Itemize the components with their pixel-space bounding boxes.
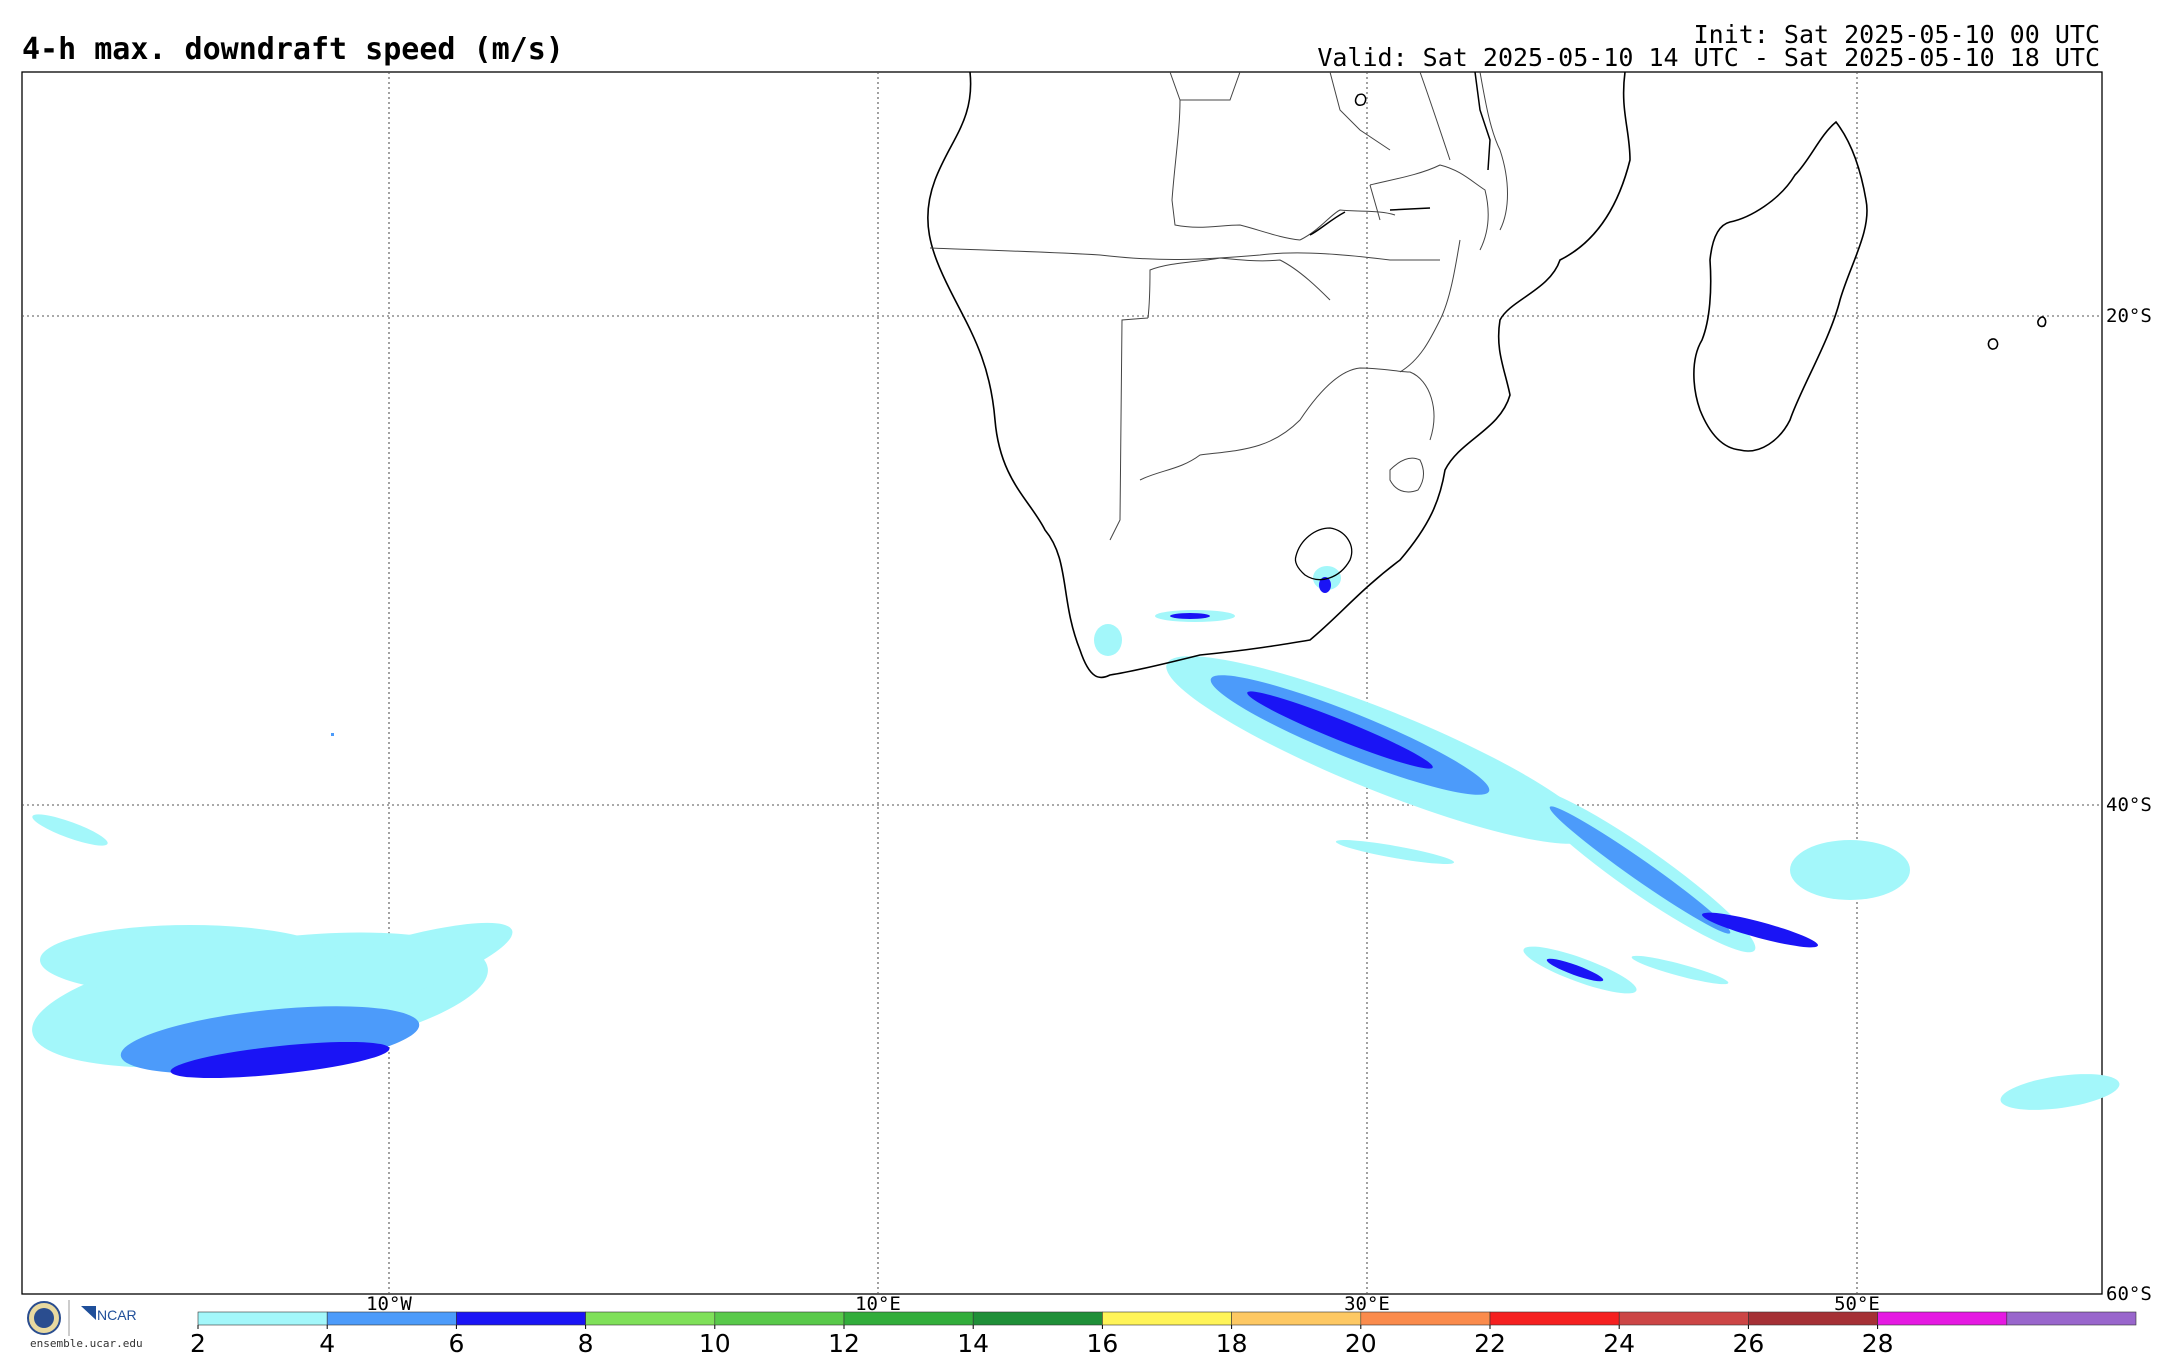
colorbar-swatch	[2006, 1311, 2137, 1326]
colorbar-swatch	[1102, 1311, 1232, 1326]
colorbar-swatch	[456, 1311, 586, 1326]
colorbar-swatch	[1618, 1311, 1749, 1326]
colorbar-tick-label: 26	[1732, 1329, 1764, 1354]
colorbar-swatch	[326, 1311, 457, 1326]
colorbar-swatch	[585, 1311, 716, 1326]
colorbar-tick-label: 8	[578, 1329, 594, 1354]
colorbar-swatch	[1360, 1311, 1491, 1326]
colorbar-swatch	[1748, 1311, 1878, 1326]
colorbar-tick-label: 28	[1862, 1329, 1894, 1354]
axis-labels: 10°W 10°E 30°E 50°E 20°S 40°S 60°S	[366, 305, 2152, 1315]
colorbar: 2 4 6 8 10 12 14 16 18 20 22 24 26 28	[190, 1311, 2137, 1354]
colorbar-swatch	[714, 1311, 845, 1326]
lat-label: 40°S	[2106, 794, 2152, 816]
map-title: 4-h max. downdraft speed (m/s)	[22, 32, 564, 67]
colorbar-swatch	[1877, 1311, 2008, 1326]
colorbar-swatch	[972, 1311, 1103, 1326]
downdraft-field	[32, 566, 2120, 1110]
colorbar-swatch	[1489, 1311, 1620, 1326]
logo-site: ensemble.ucar.edu	[30, 1337, 143, 1350]
colorbar-tick-label: 2	[190, 1329, 206, 1354]
colorbar-tick-label: 20	[1345, 1329, 1377, 1354]
map-frame	[21, 71, 2103, 1295]
lon-label: 50°E	[1834, 1293, 1880, 1315]
colorbar-tick-label: 6	[448, 1329, 464, 1354]
colorbar-tick-label: 24	[1603, 1329, 1635, 1354]
ncar-mark-icon	[81, 1306, 96, 1320]
valid-time: Valid: Sat 2025-05-10 14 UTC - Sat 2025-…	[1317, 43, 2100, 72]
colorbar-tick-label: 16	[1086, 1329, 1118, 1354]
lakes	[1309, 71, 1491, 236]
lon-label: 30°E	[1344, 1293, 1390, 1315]
lat-label: 60°S	[2106, 1283, 2152, 1305]
colorbar-swatch	[843, 1311, 974, 1326]
ncar-wordmark: NCAR	[97, 1307, 137, 1323]
colorbar-tick-label: 10	[699, 1329, 731, 1354]
graticule	[22, 72, 2102, 1294]
colorbar-tick-label: 12	[828, 1329, 860, 1354]
init-time: Init: Sat 2025-05-10 00 UTC	[1693, 20, 2100, 49]
colorbar-swatch	[1231, 1311, 1362, 1326]
colorbar-tick-label: 14	[957, 1329, 989, 1354]
coastlines	[927, 71, 2047, 679]
ncar-logo: NCAR	[27, 1300, 137, 1336]
colorbar-tick-label: 4	[319, 1329, 335, 1354]
lat-label: 20°S	[2106, 305, 2152, 327]
colorbar-tick-label: 18	[1216, 1329, 1248, 1354]
colorbar-tick-label: 22	[1474, 1329, 1506, 1354]
lon-label: 10°E	[855, 1293, 901, 1315]
country-borders	[929, 71, 1508, 581]
lon-label: 10°W	[366, 1293, 412, 1315]
colorbar-swatch	[197, 1311, 328, 1326]
